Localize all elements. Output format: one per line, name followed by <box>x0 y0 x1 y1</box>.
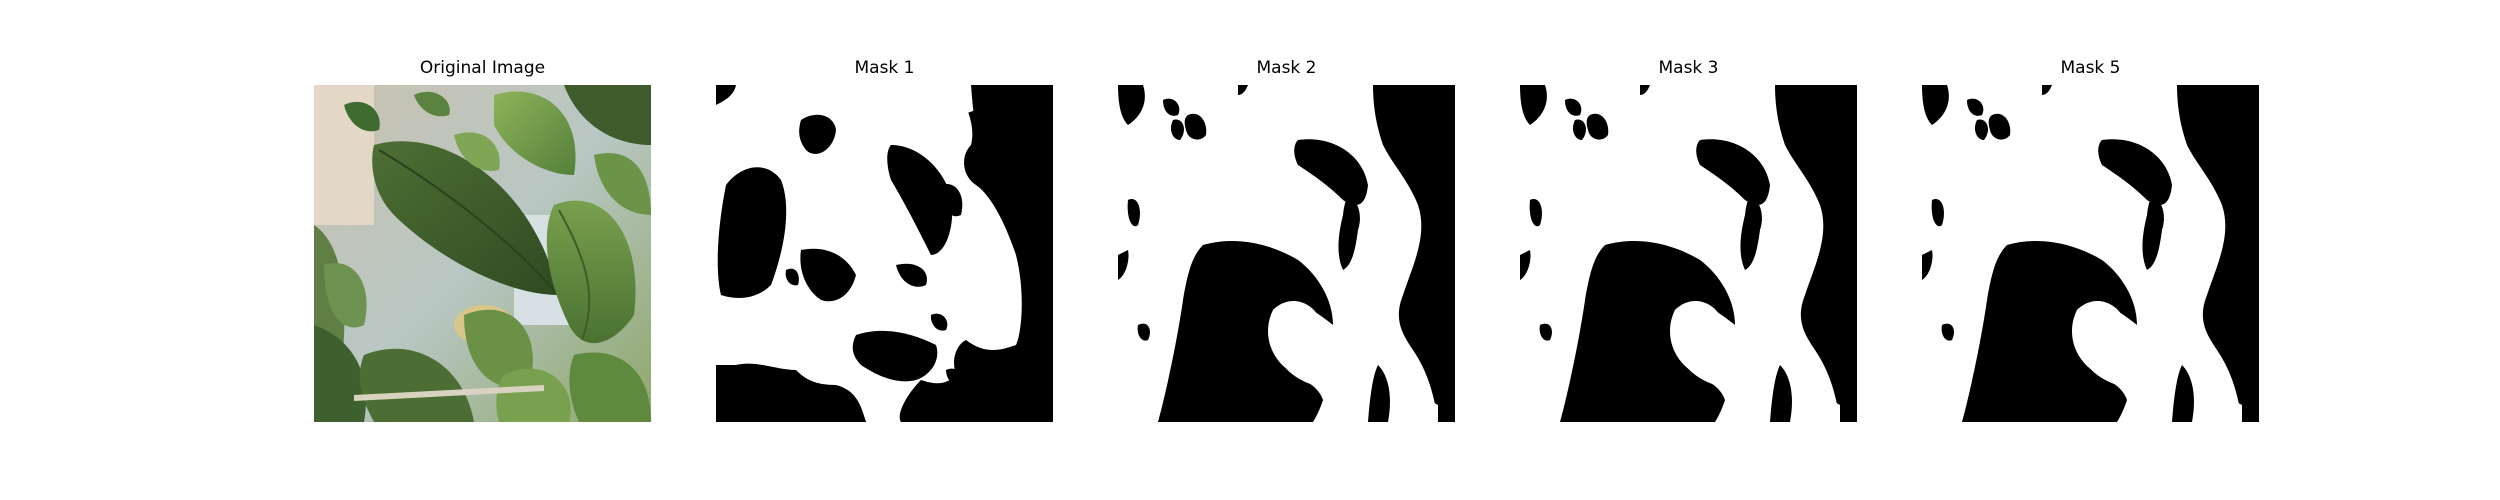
panel-mask-2: Mask 2 <box>1118 56 1455 425</box>
mask-2-image <box>1118 85 1455 422</box>
panel-original-image: Original Image <box>314 56 651 425</box>
panel-title: Mask 5 <box>2060 58 2121 78</box>
mask-1-image <box>716 85 1053 422</box>
panel-mask-3: Mask 3 <box>1520 56 1857 425</box>
mask-5-image <box>1922 85 2259 422</box>
panel-title: Original Image <box>419 58 546 78</box>
panel-title: Mask 3 <box>1658 58 1719 78</box>
original-plant-photo <box>314 85 651 422</box>
panel-mask-1: Mask 1 <box>716 56 1053 425</box>
panel-mask-5: Mask 5 <box>1922 56 2259 425</box>
mask-3-image <box>1520 85 1857 422</box>
panel-title: Mask 1 <box>854 58 915 78</box>
panel-title: Mask 2 <box>1256 58 1317 78</box>
